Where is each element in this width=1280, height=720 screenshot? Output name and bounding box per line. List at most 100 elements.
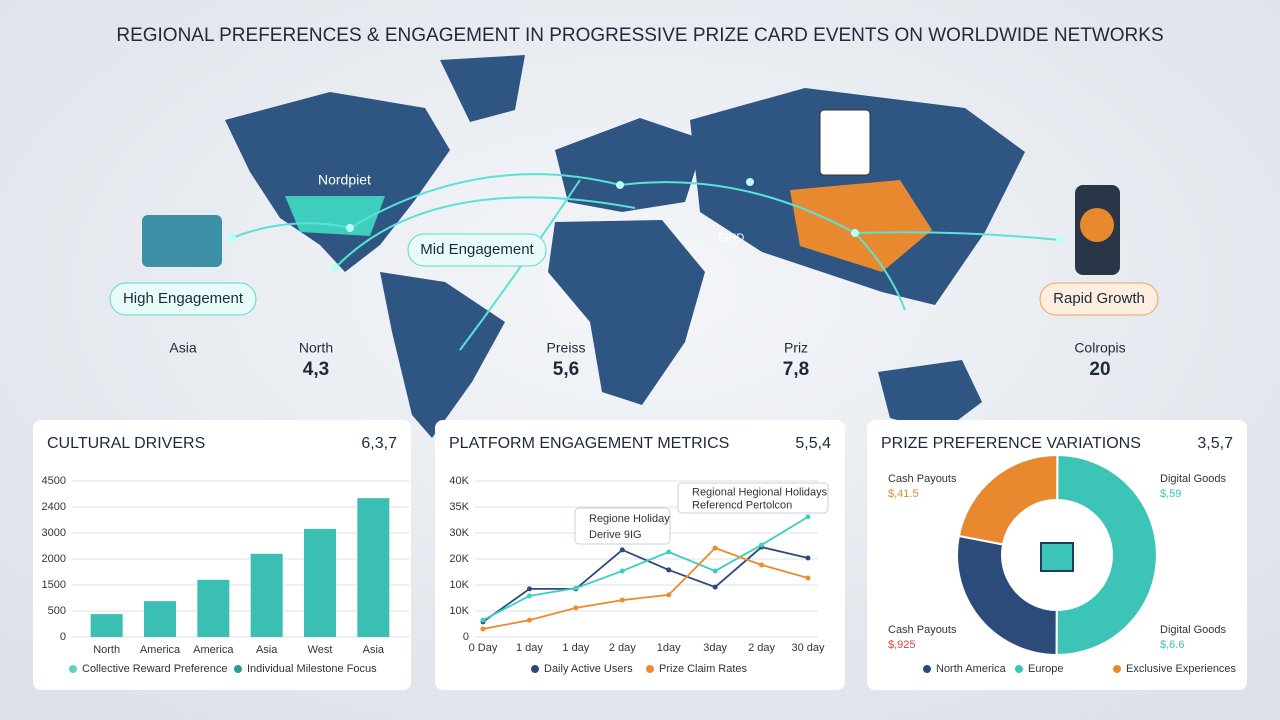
y-tick-label: 2400 (42, 501, 66, 513)
callout-label: Digital Goods (1160, 624, 1227, 636)
point (805, 575, 811, 581)
point (712, 545, 718, 551)
x-tick-label: 1 day (562, 642, 589, 654)
world-map (142, 55, 1120, 438)
point (619, 597, 625, 603)
point (526, 617, 532, 623)
x-tick-label: 1 day (516, 642, 543, 654)
x-tick-label: 2 day (748, 642, 775, 654)
x-tick-label: 0 Day (469, 642, 498, 654)
page-title: REGIONAL PREFERENCES & ENGAGEMENT IN PRO… (116, 25, 1163, 46)
y-tick-label: 40K (449, 475, 469, 487)
map-label: EIHD (718, 232, 744, 244)
y-tick-label: 500 (48, 605, 66, 617)
x-tick-label: North (93, 644, 120, 656)
y-tick-label: 1500 (42, 579, 66, 591)
y-tick-label: 20K (449, 553, 469, 565)
callout-value: $,6.6 (1160, 639, 1184, 651)
x-tick-label: America (193, 644, 234, 656)
bar (250, 553, 283, 637)
legend-swatch (531, 665, 539, 673)
bar (304, 528, 336, 637)
callout-label: Digital Goods (1160, 473, 1227, 485)
point (619, 547, 625, 553)
donut-segment (956, 534, 1058, 657)
gift-icon (1040, 542, 1074, 572)
legend-swatch (1113, 665, 1121, 673)
stat-value: 4,3 (303, 359, 329, 380)
legend-label: North America (936, 663, 1007, 675)
point (619, 568, 625, 574)
stat-label: Colropis (1074, 340, 1125, 356)
point (666, 549, 672, 555)
series-line (482, 547, 809, 630)
callout-label: Cash Payouts (888, 473, 957, 485)
y-tick-label: 0 (60, 631, 66, 643)
panel-subtitle: 6,3,7 (361, 435, 397, 452)
point (573, 585, 579, 591)
point (480, 626, 486, 632)
annotation-box (574, 507, 671, 545)
x-tick-label: Asia (256, 644, 278, 656)
y-tick-label: 10K (449, 605, 469, 617)
legend-label: Prize Claim Rates (659, 663, 748, 675)
point (666, 592, 672, 598)
callout-value: $,59 (1160, 488, 1181, 500)
bar (357, 498, 390, 637)
stat-label: Priz (784, 340, 808, 356)
y-tick-label: 3000 (42, 527, 66, 539)
point (712, 584, 718, 590)
point (666, 567, 672, 573)
x-tick-label: 1day (657, 642, 681, 654)
point (759, 562, 765, 568)
stat-label: North (299, 340, 333, 356)
y-tick-label: 35K (449, 501, 469, 513)
legend-label: Exclusive Experiences (1126, 663, 1237, 675)
donut-segment (957, 454, 1059, 546)
point (805, 514, 811, 520)
annotation: Regional Hegional Holidays (692, 486, 828, 498)
x-tick-label: America (140, 644, 181, 656)
donut-segment (1055, 453, 1158, 656)
map-label: Nordpiet (318, 172, 371, 188)
point (573, 605, 579, 611)
badge-label: Rapid Growth (1053, 290, 1145, 307)
y-tick-label: 0 (463, 631, 469, 643)
badge-label: Mid Engagement (420, 241, 534, 258)
badge-label: High Engagement (123, 290, 244, 307)
stat-label: Preiss (547, 340, 586, 356)
series-line (482, 546, 809, 623)
callout-value: $,41.5 (888, 488, 919, 500)
bar (90, 614, 123, 637)
point (480, 617, 486, 623)
legend-label: Collective Reward Preference (82, 663, 228, 675)
annotation: Referencd Pertolcon (692, 499, 792, 511)
y-tick-label: 30K (449, 527, 469, 539)
legend-swatch (923, 665, 931, 673)
callout-label: Cash Payouts (888, 624, 957, 636)
stat-value: 20 (1089, 359, 1110, 380)
panel-title: PLATFORM ENGAGEMENT METRICS (449, 435, 729, 452)
x-tick-label: Asia (363, 644, 385, 656)
panel-title: PRIZE PREFERENCE VARIATIONS (881, 435, 1141, 452)
point (712, 568, 718, 574)
x-tick-label: 2 day (609, 642, 636, 654)
point (759, 542, 765, 548)
point (526, 586, 532, 592)
x-tick-label: West (308, 644, 333, 656)
callout-value: $,925 (888, 639, 916, 651)
annotation-box (677, 482, 829, 514)
y-tick-label: 2000 (42, 553, 66, 565)
badge: Mid Engagement (407, 233, 547, 267)
annotation: Regione Holiday (589, 513, 670, 525)
stat-value: 7,8 (783, 359, 809, 380)
bar (144, 601, 176, 637)
bar (197, 579, 230, 637)
legend-label: Daily Active Users (544, 663, 633, 675)
y-tick-label: 10K (449, 579, 469, 591)
legend-label: Individual Milestone Focus (247, 663, 377, 675)
legend-swatch (69, 665, 77, 673)
panel-title: CULTURAL DRIVERS (47, 435, 205, 452)
stat-label: Asia (169, 340, 196, 356)
